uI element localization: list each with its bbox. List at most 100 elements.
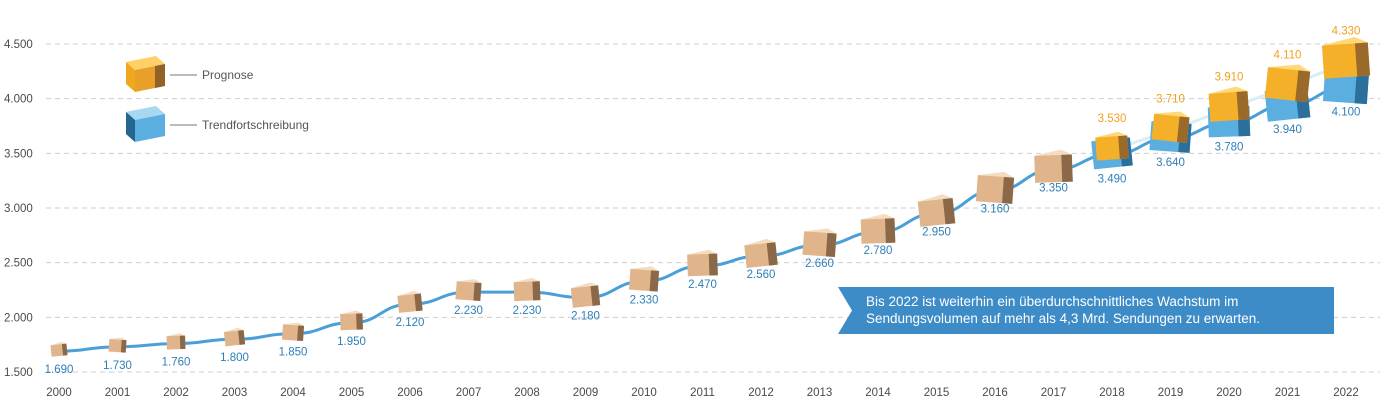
trend-marker <box>1034 149 1073 183</box>
legend: Prognose Trendfortschreibung <box>126 56 309 142</box>
trend-data-label: 2.560 <box>747 269 776 281</box>
y-tick-label: 1.500 <box>4 367 33 379</box>
x-tick-label: 2007 <box>456 387 482 399</box>
trend-data-label: 4.100 <box>1332 107 1361 119</box>
trend-data-label: 3.780 <box>1215 142 1244 154</box>
y-tick-label: 2.500 <box>4 258 33 270</box>
trend-data-label: 2.950 <box>922 226 951 238</box>
box-side <box>708 253 718 276</box>
trend-data-label: 2.180 <box>571 311 600 323</box>
prognose-data-label: 3.530 <box>1098 113 1127 125</box>
trend-marker <box>340 310 363 331</box>
x-tick-label: 2015 <box>924 387 950 399</box>
prognose-marker <box>1095 131 1129 161</box>
trend-data-label: 2.470 <box>688 279 717 291</box>
trend-marker <box>687 249 718 277</box>
box-side <box>1176 116 1190 143</box>
trend-marker <box>628 266 660 292</box>
data-labels: 1.690 1.730 1.760 1.800 1.850 1.950 2.120 2.230… <box>45 26 1361 377</box>
box-side <box>179 335 186 350</box>
box-side <box>1295 70 1311 103</box>
trend-marker <box>802 228 837 257</box>
orange-box-icon <box>126 56 165 92</box>
trend-data-label: 2.330 <box>630 294 659 306</box>
trend-marker <box>570 282 601 308</box>
box-side <box>414 293 423 312</box>
trend-data-label: 1.730 <box>103 360 132 372</box>
prognose-marker <box>1151 111 1190 143</box>
callout-shape <box>838 287 1334 334</box>
x-tick-label: 2018 <box>1099 387 1125 399</box>
box-side <box>1354 42 1371 77</box>
x-tick-label: 2012 <box>748 387 774 399</box>
legend-item-prognose: Prognose <box>126 56 254 92</box>
prognose-marker <box>1321 36 1371 79</box>
box-side <box>356 313 363 330</box>
prognose-marker <box>1208 86 1250 122</box>
x-tick-label: 2006 <box>397 387 423 399</box>
trend-marker <box>166 333 186 350</box>
trend-data-label: 2.780 <box>864 245 893 257</box>
trend-data-label: 1.950 <box>337 336 366 348</box>
trend-marker <box>513 277 541 302</box>
x-tick-label: 2021 <box>1275 387 1301 399</box>
box-side <box>61 343 68 356</box>
trend-data-label: 2.660 <box>805 258 834 270</box>
trend-marker <box>50 341 68 357</box>
x-tick-label: 2016 <box>982 387 1008 399</box>
trend-marker <box>860 213 896 244</box>
box-side <box>120 339 127 353</box>
x-tick-label: 2004 <box>280 387 306 399</box>
box-side <box>1118 135 1129 160</box>
x-tick-label: 2011 <box>690 387 715 399</box>
box-side <box>532 281 541 301</box>
annotation-callout: Bis 2022 ist weiterhin ein überdurchschn… <box>838 287 1334 334</box>
x-tick-label: 2020 <box>1216 387 1242 399</box>
y-tick-label: 3.000 <box>4 203 33 215</box>
legend-item-trendfortschreibung: Trendfortschreibung <box>126 106 309 142</box>
box-side <box>590 285 601 306</box>
box-side <box>1002 177 1015 204</box>
trend-marker <box>744 238 778 268</box>
x-axis: 2000 2001 2002 2003 2004 2005 2006 2007 2008 2009… <box>46 387 1359 399</box>
trend-data-label: 2.230 <box>454 305 483 317</box>
trend-data-label: 2.120 <box>396 317 425 329</box>
trend-data-label: 1.800 <box>220 352 249 364</box>
trend-data-label: 3.160 <box>981 204 1010 216</box>
prognose-data-label: 3.710 <box>1156 93 1185 105</box>
y-tick-label: 4.000 <box>4 94 33 106</box>
box-side <box>649 270 660 292</box>
box-side <box>1354 71 1370 105</box>
trend-marker <box>397 290 423 313</box>
x-tick-label: 2008 <box>514 387 540 399</box>
x-tick-label: 2014 <box>865 387 891 399</box>
x-tick-label: 2010 <box>631 387 657 399</box>
trend-data-label: 3.490 <box>1098 173 1127 185</box>
x-tick-label: 2002 <box>163 387 189 399</box>
x-tick-label: 2013 <box>807 387 833 399</box>
trend-data-label: 3.350 <box>1039 183 1068 195</box>
legend-label-trendfortschreibung: Trendfortschreibung <box>202 118 309 132</box>
trend-data-label: 2.230 <box>513 305 542 317</box>
series-markers <box>50 36 1371 357</box>
x-tick-label: 2022 <box>1333 387 1359 399</box>
prognose-marker <box>1264 64 1311 103</box>
y-tick-label: 3.500 <box>4 148 33 160</box>
box-side <box>766 242 778 266</box>
box-side <box>825 232 837 257</box>
prognose-data-label: 4.330 <box>1332 26 1361 38</box>
y-tick-label: 4.500 <box>4 39 33 51</box>
trend-data-label: 1.690 <box>45 364 74 376</box>
x-tick-label: 2003 <box>222 387 248 399</box>
trend-marker <box>455 279 482 302</box>
blue-box-icon <box>126 106 165 142</box>
trend-marker <box>281 322 305 342</box>
box-side <box>1061 154 1073 182</box>
y-axis: 1.500 2.000 2.500 3.000 3.500 4.000 4.500 <box>4 39 33 379</box>
trend-marker <box>917 194 956 227</box>
trend-data-label: 1.850 <box>279 347 308 359</box>
x-tick-label: 2019 <box>1158 387 1184 399</box>
trend-data-label: 3.640 <box>1156 157 1185 169</box>
box-side <box>297 325 305 342</box>
